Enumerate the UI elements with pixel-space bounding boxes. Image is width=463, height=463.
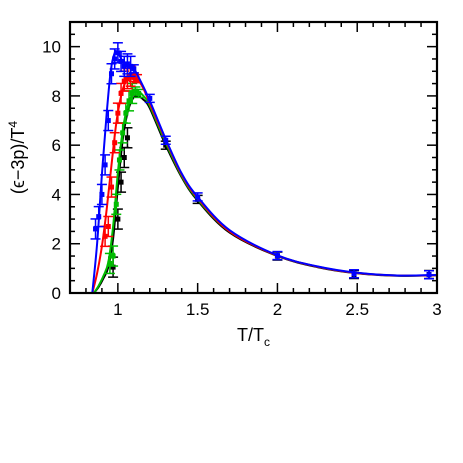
x-tick-label: 1.5 [186, 300, 210, 319]
data-point [120, 130, 126, 136]
tick-layer: 1 1.5 2 2.5 3 0 2 4 6 8 10 [42, 21, 442, 319]
data-point [274, 253, 280, 259]
data-point [110, 253, 116, 259]
data-point [105, 118, 111, 124]
data-point [108, 71, 114, 77]
data-point [115, 50, 121, 56]
data-point [116, 157, 122, 163]
data-point [121, 63, 127, 69]
data-point [112, 140, 118, 146]
data-point [118, 179, 124, 185]
data-point [124, 76, 130, 82]
data-point [163, 137, 169, 143]
data-point [121, 78, 127, 84]
data-point [129, 90, 135, 96]
data-point [132, 88, 138, 94]
y-tick-label: 4 [52, 185, 61, 204]
data-point [115, 110, 121, 116]
x-tick-label: 2 [273, 300, 282, 319]
data-point [126, 98, 132, 104]
x-tick-label: 3 [432, 300, 441, 319]
data-point [108, 184, 114, 190]
data-point [351, 271, 357, 277]
y-tick-label: 0 [52, 284, 61, 303]
y-axis-label: (ϵ−3p)/T4 [6, 121, 28, 194]
data-point [118, 90, 124, 96]
data-point [134, 76, 140, 82]
data-point [128, 63, 134, 69]
x-axis-label-main: T/T [237, 325, 264, 345]
y-tick-label: 8 [52, 87, 61, 106]
data-point [163, 142, 169, 148]
data-point [107, 260, 113, 266]
data-point [136, 90, 142, 96]
y-axis-label-main: (ϵ−3p)/T [8, 128, 28, 194]
data-point [131, 66, 137, 72]
data-point [118, 58, 124, 64]
data-point [121, 155, 127, 160]
data-point [195, 194, 201, 200]
data-point [102, 162, 108, 168]
data-point [115, 216, 121, 222]
data-point [105, 223, 111, 229]
data-point [124, 135, 130, 141]
data-point [113, 201, 119, 207]
y-tick-label: 6 [52, 136, 61, 155]
data-point [110, 264, 116, 270]
data-point [112, 56, 118, 62]
x-tick-label: 1 [113, 300, 122, 319]
x-tick-label: 2.5 [345, 300, 369, 319]
y-axis-label-superscript: 4 [6, 121, 20, 128]
data-point [96, 214, 102, 220]
x-axis-label: T/Tc [237, 325, 270, 349]
data-point [99, 191, 105, 197]
y-tick-label: 2 [52, 235, 61, 254]
y-tick-label: 10 [42, 38, 61, 57]
data-point [426, 272, 432, 278]
x-axis-label-subscript: c [264, 335, 270, 349]
series-layer [90, 42, 437, 293]
data-point [147, 95, 153, 101]
series-line [91, 50, 437, 293]
data-point [93, 226, 99, 232]
data-point [131, 74, 137, 80]
data-point [124, 61, 130, 67]
series-3 [90, 42, 437, 293]
data-point [123, 110, 129, 116]
